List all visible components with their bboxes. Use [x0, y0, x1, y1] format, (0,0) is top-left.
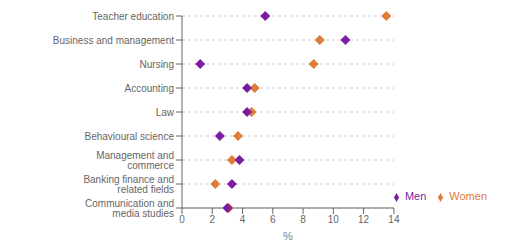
svg-text:Behavioural science: Behavioural science: [85, 131, 175, 142]
svg-text:Accounting: Accounting: [125, 83, 174, 94]
svg-text:Nursing: Nursing: [140, 59, 174, 70]
svg-text:4: 4: [240, 214, 246, 225]
svg-text:12: 12: [358, 214, 370, 225]
svg-text:8: 8: [300, 214, 306, 225]
svg-text:10: 10: [328, 214, 340, 225]
svg-text:Management andcommerce: Management andcommerce: [96, 150, 174, 171]
svg-text:Communication andmedia studies: Communication andmedia studies: [85, 198, 174, 219]
svg-text:2: 2: [209, 214, 215, 225]
svg-text:14: 14: [388, 214, 400, 225]
svg-text:Law: Law: [156, 107, 175, 118]
svg-text:Business and management: Business and management: [53, 35, 174, 46]
html-text:Women: Women: [449, 190, 487, 202]
svg-text:Banking finance andrelated fie: Banking finance andrelated fields: [83, 174, 174, 195]
svg-text:6: 6: [270, 214, 276, 225]
svg-text:%: %: [283, 230, 293, 242]
svg-text:Teacher education: Teacher education: [92, 11, 174, 22]
html-text:Men: Men: [404, 190, 427, 202]
svg-text:0: 0: [179, 214, 185, 225]
